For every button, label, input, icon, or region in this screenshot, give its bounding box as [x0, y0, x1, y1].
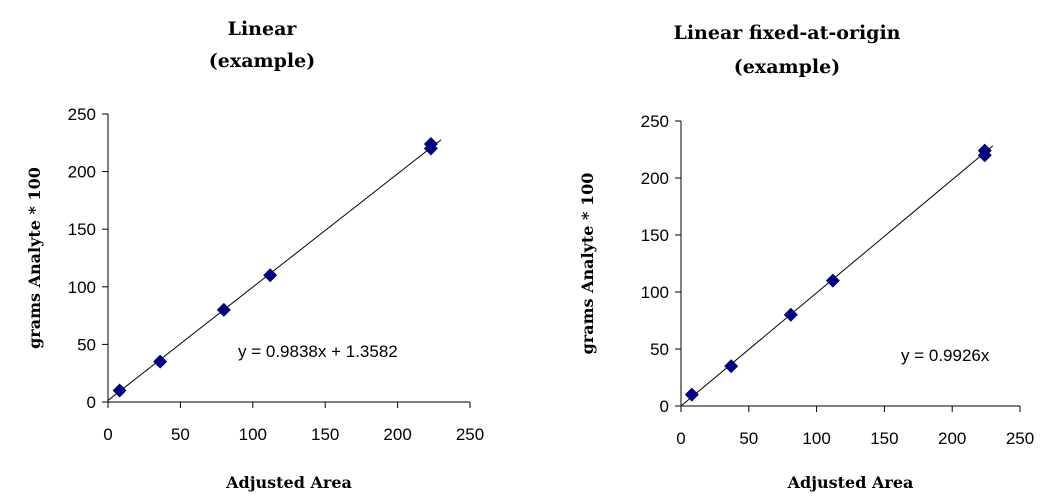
x-axis-title: Adjusted Area — [787, 473, 914, 492]
y-tick-label: 100 — [68, 278, 96, 297]
x-tick-label: 200 — [383, 425, 411, 444]
x-tick-label: 150 — [870, 429, 898, 448]
x-tick-label: 50 — [739, 429, 758, 448]
y-tick-label: 150 — [641, 226, 669, 245]
data-point — [216, 302, 231, 317]
y-tick-label: 50 — [77, 335, 96, 354]
x-axis-title: Adjusted Area — [225, 473, 352, 492]
x-tick-label: 100 — [239, 425, 267, 444]
plot-area: 0 50 100 150 200 250 0 50 100 150 200 250 Adjusted A… — [578, 112, 1034, 492]
x-tick-label: 250 — [456, 425, 484, 444]
chart-linear: Linear (example) 0 50 100 150 200 250 0 50 100 15… — [0, 0, 524, 497]
y-tick-label: 0 — [87, 393, 96, 412]
x-tick-label: 100 — [802, 429, 830, 448]
data-point — [684, 387, 699, 402]
y-tick-label: 250 — [641, 112, 669, 131]
data-point — [783, 307, 798, 322]
chart-title: Linear — [227, 18, 297, 40]
trendline-equation: y = 0.9838x + 1.3582 — [238, 342, 398, 361]
y-axis-title: grams Analyte * 100 — [578, 173, 597, 355]
x-tick-label: 50 — [171, 425, 190, 444]
data-point — [977, 143, 992, 158]
chart-subtitle: (example) — [208, 50, 316, 72]
y-axis-title: grams Analyte * 100 — [25, 167, 44, 349]
y-tick-label: 250 — [68, 105, 96, 124]
x-tick-label: 0 — [103, 425, 112, 444]
data-point — [112, 383, 127, 398]
x-tick-label: 0 — [676, 429, 685, 448]
data-point — [423, 136, 438, 151]
plot-area: 0 50 100 150 200 250 0 50 100 150 200 250 Adjusted A… — [25, 105, 484, 492]
chart-linear-fixed-at-origin: Linear fixed-at-origin (example) 0 50 100 1… — [525, 0, 1049, 497]
data-point — [724, 359, 739, 374]
data-point — [153, 354, 168, 369]
data-point — [263, 268, 278, 283]
x-tick-label: 200 — [938, 429, 966, 448]
data-point — [825, 273, 840, 288]
y-tick-label: 100 — [641, 283, 669, 302]
y-tick-label: 200 — [68, 163, 96, 182]
x-tick-label: 150 — [311, 425, 339, 444]
y-tick-label: 50 — [650, 340, 669, 359]
trendline — [107, 139, 442, 401]
chart-title: Linear fixed-at-origin — [673, 22, 901, 44]
x-tick-label: 250 — [1006, 429, 1034, 448]
y-tick-label: 200 — [641, 169, 669, 188]
y-tick-label: 0 — [660, 397, 669, 416]
trendline-equation: y = 0.9926x — [901, 346, 990, 365]
chart-subtitle: (example) — [733, 56, 841, 78]
y-tick-label: 150 — [68, 220, 96, 239]
